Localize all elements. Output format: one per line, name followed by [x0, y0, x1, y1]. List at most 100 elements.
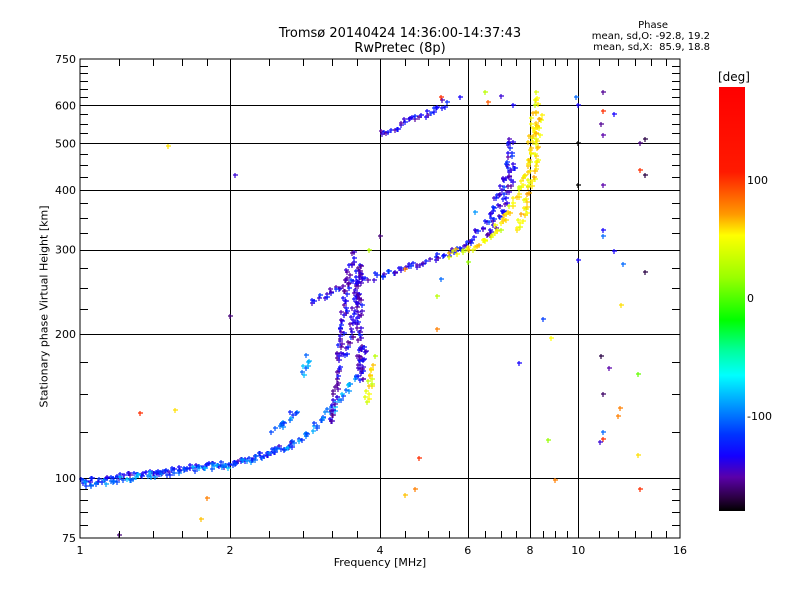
x-tick-label: 6 — [464, 544, 471, 557]
echo-point — [402, 117, 407, 122]
echo-point — [386, 130, 391, 135]
echo-point — [501, 197, 506, 202]
echo-point — [607, 366, 612, 371]
phase-stats-header: Phase — [638, 20, 668, 31]
echo-point — [288, 443, 293, 448]
echo-point — [275, 446, 280, 451]
grid-lines — [80, 59, 680, 538]
echo-point — [88, 480, 93, 485]
echo-point — [166, 144, 171, 149]
echo-point — [336, 343, 341, 348]
echo-point — [576, 141, 581, 146]
echo-point — [273, 426, 278, 431]
echo-point — [546, 438, 551, 443]
echo-point — [519, 212, 524, 217]
echo-point — [530, 184, 535, 189]
echo-point — [315, 424, 320, 429]
echo-point — [132, 471, 137, 476]
echo-point — [338, 334, 343, 339]
colorbar-label: [deg] — [718, 70, 750, 84]
echo-point — [360, 309, 365, 314]
echo-point — [525, 211, 530, 216]
echo-point — [148, 470, 153, 475]
echo-point — [345, 292, 350, 297]
y-tick-label: 75 — [62, 532, 76, 545]
y-tick-label: 500 — [55, 137, 76, 150]
echo-point — [424, 259, 429, 264]
echo-point — [407, 117, 412, 122]
plot-frame — [79, 58, 681, 539]
echo-point — [339, 310, 344, 315]
echo-point — [182, 468, 187, 473]
echo-point — [352, 256, 357, 261]
echo-point — [297, 439, 302, 444]
echo-point — [104, 482, 109, 487]
echo-point — [302, 373, 307, 378]
echo-point — [233, 462, 238, 467]
echo-point — [341, 296, 346, 301]
echo-point — [403, 267, 408, 272]
chart-title-main: Tromsø 20140424 14:36:00-14:37:43 — [278, 26, 522, 41]
echo-point — [336, 374, 341, 379]
echo-point — [521, 219, 526, 224]
echo-point — [601, 90, 606, 95]
echo-point — [380, 132, 385, 137]
echo-point — [338, 286, 343, 291]
echo-point — [89, 476, 94, 481]
colorbar-tick-label: 0 — [747, 292, 754, 305]
echo-point — [621, 262, 626, 267]
echo-point — [619, 303, 624, 308]
echo-point — [361, 377, 366, 382]
echo-point — [636, 453, 641, 458]
echo-point — [530, 179, 535, 184]
chart-title: Tromsø 20140424 14:36:00-14:37:43 RwPret… — [230, 26, 570, 56]
echo-point — [257, 451, 262, 456]
echo-point — [345, 352, 350, 357]
echo-point — [534, 131, 539, 136]
echo-point — [350, 306, 355, 311]
y-tick-label: 600 — [55, 99, 76, 112]
x-tick-label: 8 — [527, 544, 534, 557]
echo-point — [442, 253, 447, 258]
echo-point — [501, 177, 506, 182]
echo-point — [525, 205, 530, 210]
echo-point — [158, 470, 163, 475]
echo-point — [89, 484, 94, 489]
echo-point — [282, 448, 287, 453]
echo-point — [527, 158, 532, 163]
echo-point — [486, 100, 491, 105]
echo-point — [393, 271, 398, 276]
echo-point — [363, 276, 368, 281]
echo-point — [340, 342, 345, 347]
echo-point — [501, 210, 506, 215]
echo-point — [643, 173, 648, 178]
echo-point — [369, 367, 374, 372]
echo-point — [321, 416, 326, 421]
echo-point — [483, 238, 488, 243]
echo-point — [511, 103, 516, 108]
echo-point — [360, 367, 365, 372]
echo-point — [358, 333, 363, 338]
echo-point — [325, 407, 330, 412]
echo-point — [227, 462, 232, 467]
echo-point — [372, 278, 377, 283]
echo-point — [598, 440, 603, 445]
echo-point — [498, 215, 503, 220]
echo-point — [429, 111, 434, 116]
echo-point — [534, 121, 539, 126]
echo-point — [336, 381, 341, 386]
echo-point — [432, 106, 437, 111]
echo-point — [136, 473, 141, 478]
echo-point — [504, 218, 509, 223]
x-tick-label: 1 — [77, 544, 84, 557]
echo-point — [601, 133, 606, 138]
x-tick-label: 4 — [377, 544, 384, 557]
echo-point — [553, 478, 558, 483]
echo-point — [349, 315, 354, 320]
echo-point — [445, 100, 450, 105]
echo-point — [247, 456, 252, 461]
echo-point — [443, 105, 448, 110]
echo-point — [205, 496, 210, 501]
x-tick-label: 2 — [227, 544, 234, 557]
